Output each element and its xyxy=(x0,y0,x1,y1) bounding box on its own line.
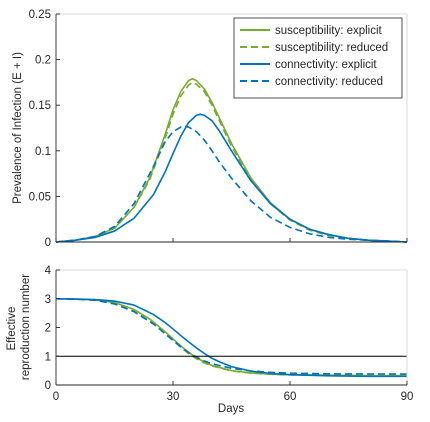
reproduction-y-tick-label-0: 0 xyxy=(45,380,51,392)
reproduction-x-tick-label-2: 60 xyxy=(284,391,297,403)
prevalence-panel: 0 0.05 0.1 0.15 0.2 0.25 Prevalence of Infect… xyxy=(12,9,408,249)
legend-label-connectivity-explicit: connectivity: explicit xyxy=(275,59,377,71)
reproduction-x-tick-label-0: 0 xyxy=(53,391,59,403)
prevalence-y-tick-label-0: 0 xyxy=(45,237,51,249)
reproduction-panel: 0 1 2 3 4 0 30 60 90 Effective reproduction numb… xyxy=(6,265,413,415)
legend-label-susceptibility-explicit: susceptibility: explicit xyxy=(275,25,383,37)
reproduction-x-tick-label-1: 30 xyxy=(167,391,180,403)
reproduction-y-axis-label-line-1: Effective xyxy=(6,307,18,351)
reproduction-y-axis-label: Effective reproduction number xyxy=(6,274,32,380)
prevalence-y-tick-label-1: 0.05 xyxy=(29,191,51,203)
legend-entry-connectivity-reduced: connectivity: reduced xyxy=(240,76,383,88)
prevalence-y-tick-label-2: 0.1 xyxy=(35,146,51,158)
reproduction-axes: 0 1 2 3 4 0 30 60 90 xyxy=(45,265,414,403)
prevalence-axes: 0 0.05 0.1 0.15 0.2 0.25 xyxy=(29,9,408,249)
prevalence-series-line-1 xyxy=(55,81,408,243)
prevalence-series-line-2 xyxy=(55,113,408,243)
prevalence-y-tick-label-4: 0.2 xyxy=(35,55,51,67)
prevalence-series-layer xyxy=(55,77,408,243)
reproduction-series-layer xyxy=(55,297,407,378)
reproduction-y-tick-label-1: 1 xyxy=(45,351,51,363)
prevalence-y-tick-label-5: 0.25 xyxy=(29,9,51,21)
reproduction-plot-area xyxy=(56,270,407,385)
legend-entry-susceptibility-reduced: susceptibility: reduced xyxy=(240,42,388,54)
reproduction-x-tick-label-3: 90 xyxy=(401,391,414,403)
prevalence-series-line-3 xyxy=(55,125,408,243)
legend-entry-connectivity-explicit: connectivity: explicit xyxy=(240,59,377,71)
x-axis-label: Days xyxy=(218,403,244,415)
legend-label-connectivity-reduced: connectivity: reduced xyxy=(275,76,383,88)
reproduction-y-tick-label-3: 3 xyxy=(45,294,51,306)
reproduction-y-tick-label-4: 4 xyxy=(45,265,52,277)
prevalence-y-axis-label: Prevalence of Infection (E + I) xyxy=(12,52,24,204)
legend: susceptibility: explicit susceptibility:… xyxy=(233,17,403,99)
reproduction-series-line-2 xyxy=(55,297,407,378)
reproduction-y-tick-label-2: 2 xyxy=(45,323,51,335)
legend-label-susceptibility-reduced: susceptibility: reduced xyxy=(275,42,388,54)
prevalence-y-tick-label-3: 0.15 xyxy=(29,100,51,112)
legend-entry-susceptibility-explicit: susceptibility: explicit xyxy=(240,25,383,37)
legend-box xyxy=(233,17,403,99)
reproduction-y-axis-label-line-2: reproduction number xyxy=(20,274,32,380)
